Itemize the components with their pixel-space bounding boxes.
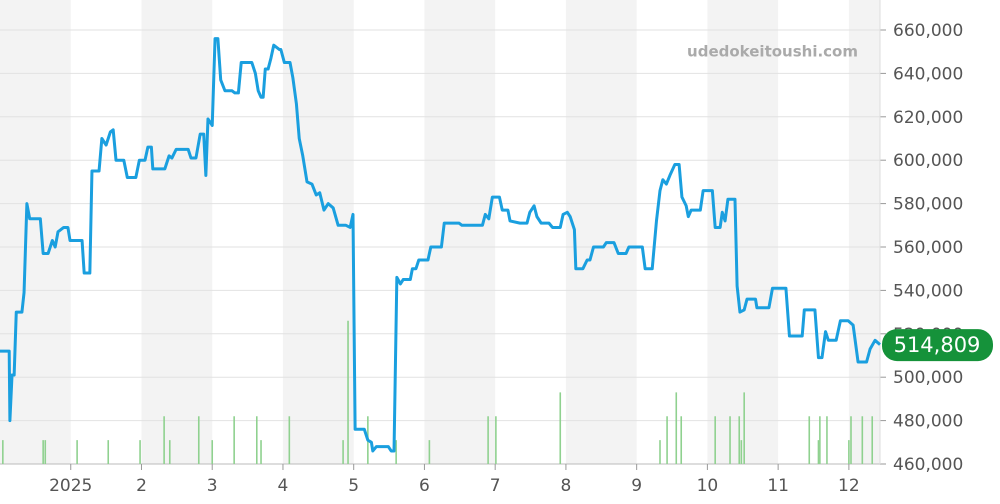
month-band <box>141 0 213 464</box>
month-band <box>707 0 779 464</box>
x-tick-label: 3 <box>207 476 218 496</box>
x-tick-label: 4 <box>278 476 289 496</box>
y-tick-label: 560,000 <box>893 238 963 258</box>
watermark: udedokeitoushi.com <box>687 43 858 61</box>
y-tick-label: 500,000 <box>893 368 963 388</box>
month-bands <box>0 0 880 464</box>
month-band <box>424 0 496 464</box>
y-tick-label: 600,000 <box>893 151 963 171</box>
x-tick-label: 8 <box>561 476 572 496</box>
x-tick-label: 12 <box>838 476 860 496</box>
x-tick-label: 2 <box>136 476 147 496</box>
x-tick-label: 7 <box>490 476 501 496</box>
y-tick-label: 660,000 <box>893 21 963 41</box>
price-line <box>0 37 881 453</box>
y-tick-label: 480,000 <box>893 412 963 432</box>
x-tick-label: 2025 <box>49 476 92 496</box>
x-tick-label: 9 <box>631 476 642 496</box>
volume-bars <box>2 320 874 464</box>
x-tick-label: 5 <box>348 476 359 496</box>
current-value-label: 514,809 <box>894 333 981 357</box>
x-tick-label: 10 <box>697 476 719 496</box>
current-value-badge <box>882 329 993 362</box>
month-band <box>565 0 637 464</box>
x-tick-label: 11 <box>767 476 789 496</box>
y-tick-label: 620,000 <box>893 108 963 128</box>
month-band <box>848 0 880 464</box>
month-band <box>282 0 354 464</box>
price-line <box>0 37 881 453</box>
y-tick-label: 580,000 <box>893 195 963 215</box>
y-tick-label: 540,000 <box>893 281 963 301</box>
x-tick-label: 6 <box>419 476 430 496</box>
y-tick-label: 460,000 <box>893 455 963 475</box>
y-tick-label: 640,000 <box>893 64 963 84</box>
